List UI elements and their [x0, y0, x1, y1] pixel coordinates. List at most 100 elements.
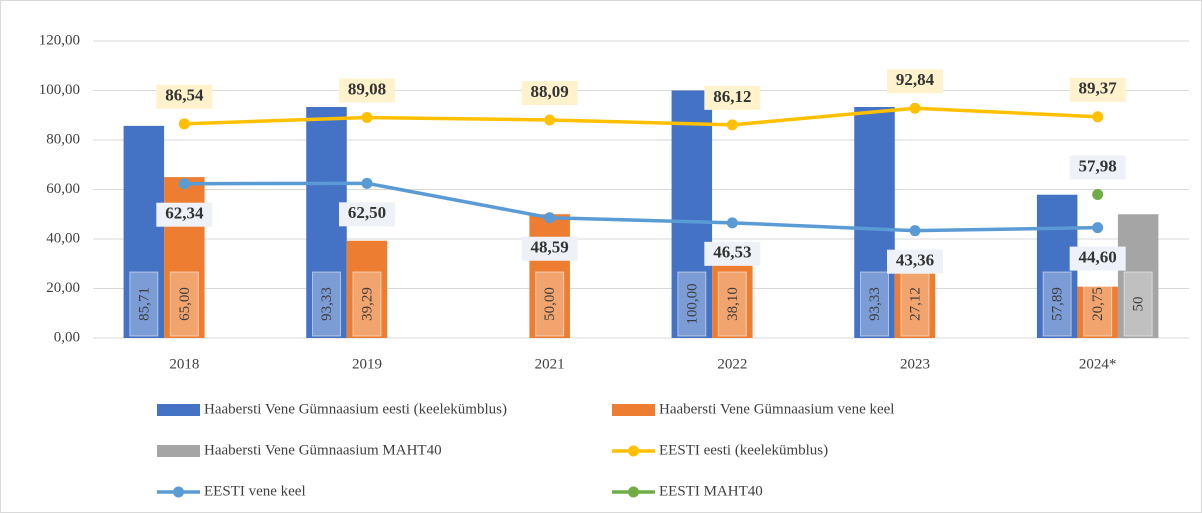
- line-label: 86,54: [165, 86, 204, 105]
- bar-label-group: 20,75: [1083, 271, 1113, 337]
- legend-label: Haabersti Vene Gümnaasium eesti (keelekü…: [204, 401, 507, 417]
- legend-label: Haabersti Vene Gümnaasium MAHT40: [204, 442, 442, 458]
- bar-label-group: 93,33: [312, 271, 341, 337]
- bar-label: 38,10: [725, 287, 741, 321]
- line: [184, 106, 1098, 127]
- line-point: [361, 177, 373, 189]
- line-point: [1092, 111, 1104, 123]
- y-tick-label: 100,00: [39, 82, 80, 98]
- legend-swatch-marker: [628, 445, 639, 457]
- bar-label: 39,29: [359, 287, 375, 321]
- line-label: 43,36: [896, 251, 934, 270]
- line-label-box: [339, 202, 395, 227]
- line-label: 92,84: [896, 70, 935, 89]
- bar-label-group: 57,89: [1042, 271, 1072, 337]
- legend-swatch: [612, 404, 655, 416]
- bar-label-box: [352, 271, 382, 337]
- bar-label-group: 65,00: [169, 271, 199, 337]
- x-tick-label: 2021: [535, 356, 565, 372]
- bar-label-box: [535, 271, 565, 337]
- line-point: [726, 217, 738, 229]
- legend-label: EESTI vene keel: [204, 483, 306, 499]
- line-label: 89,37: [1079, 79, 1118, 98]
- bar-label: 20,75: [1090, 287, 1106, 321]
- line-point: [909, 225, 921, 237]
- line-label: 62,50: [348, 203, 386, 222]
- line-label-box: [1069, 77, 1126, 102]
- x-tick-label: 2022: [717, 356, 747, 372]
- legend-label: EESTI MAHT40: [659, 483, 763, 499]
- line-label-box: [1069, 246, 1126, 271]
- x-tick-label: 2024*: [1079, 356, 1117, 372]
- line-label: 88,09: [531, 82, 569, 101]
- line-label: 89,08: [348, 79, 386, 98]
- bar-label-group: 50,00: [535, 271, 565, 337]
- bar-label: 93,33: [319, 287, 335, 321]
- bar-label-box: [129, 271, 159, 337]
- bar-label-box: [677, 271, 707, 337]
- x-tick-label: 2023: [900, 356, 930, 372]
- legend-label: Haabersti Vene Gümnaasium vene keel: [659, 401, 894, 417]
- y-tick-label: 0,00: [54, 329, 80, 345]
- x-tick-label: 2019: [352, 356, 382, 372]
- bar-label-box: [1123, 271, 1153, 337]
- legend-swatch-marker: [173, 486, 184, 498]
- bar-label-box: [312, 271, 341, 337]
- line-label: 46,53: [713, 243, 751, 262]
- bar-label-box: [1083, 271, 1113, 337]
- bar-label-box: [717, 271, 747, 337]
- line-point: [1092, 188, 1104, 200]
- line-label-box: [887, 249, 943, 274]
- bar-label-group: 50: [1123, 271, 1153, 337]
- bar-label-group: 93,33: [860, 271, 889, 337]
- bar-label: 57,89: [1050, 287, 1066, 321]
- line: [184, 181, 1098, 233]
- bar-label: 85,71: [136, 287, 152, 321]
- bar-label: 100,00: [684, 283, 700, 324]
- bar-label-group: 39,29: [352, 271, 382, 337]
- bar-label-group: 27,12: [900, 271, 930, 337]
- bar-label-group: 38,10: [717, 271, 747, 337]
- bar-label: 50: [1131, 297, 1147, 312]
- legend-swatch-marker: [628, 486, 639, 498]
- bar-label-box: [860, 271, 889, 337]
- legend-swatch: [157, 445, 200, 457]
- line-point: [544, 212, 556, 224]
- line-label-box: [704, 85, 761, 110]
- y-tick-label: 60,00: [46, 181, 80, 197]
- line-point: [726, 119, 738, 131]
- x-tick-label: 2018: [169, 356, 199, 372]
- bar-label-box: [169, 271, 199, 337]
- line-point: [909, 102, 921, 114]
- line-point: [178, 178, 190, 190]
- line-label-box: [156, 84, 213, 109]
- y-tick-label: 40,00: [46, 230, 80, 246]
- line-label: 44,60: [1079, 248, 1117, 267]
- line-label: 62,34: [165, 204, 204, 223]
- bar-label: 27,12: [907, 287, 923, 321]
- line-label-box: [887, 69, 943, 94]
- line-point: [544, 114, 556, 126]
- line-label: 48,59: [531, 238, 569, 257]
- line-label-box: [704, 241, 761, 266]
- bar-label: 93,33: [867, 287, 883, 321]
- y-tick-label: 20,00: [46, 280, 80, 296]
- bar-label-group: 85,71: [129, 271, 159, 337]
- line-point: [178, 118, 190, 130]
- line-label-box: [521, 236, 578, 261]
- bar-label: 50,00: [542, 287, 558, 321]
- line-label: 86,12: [713, 87, 751, 106]
- legend-label: EESTI eesti (keelekümblus): [659, 442, 828, 458]
- line-point: [361, 112, 373, 124]
- line-label: 57,98: [1079, 156, 1117, 175]
- legend-swatch: [157, 404, 200, 416]
- bar-label: 65,00: [177, 287, 193, 321]
- y-tick-label: 80,00: [46, 131, 80, 147]
- line-point: [1092, 222, 1104, 234]
- bar-label-box: [1042, 271, 1072, 337]
- y-tick-label: 120,00: [39, 32, 80, 48]
- bar-label-group: 100,00: [677, 271, 707, 337]
- line-label-box: [1069, 155, 1126, 180]
- line-label-box: [521, 80, 578, 105]
